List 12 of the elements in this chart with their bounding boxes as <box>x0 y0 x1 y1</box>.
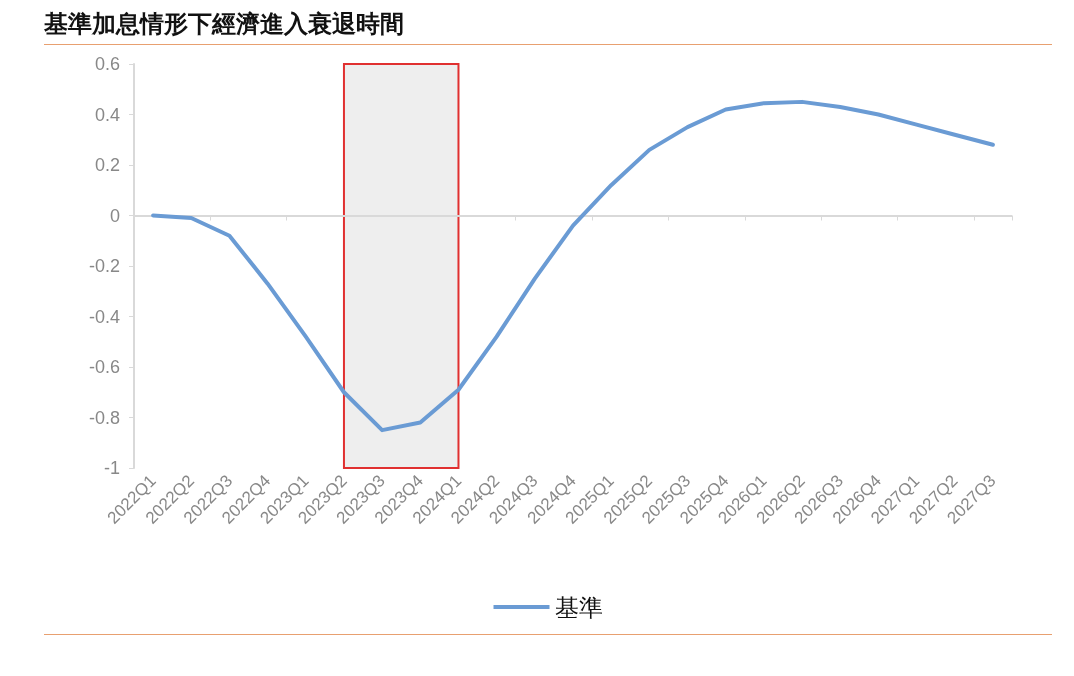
y-tick-label: 0.6 <box>94 54 120 74</box>
y-tick-label: -0.8 <box>88 407 120 428</box>
chart-title: 基準加息情形下經濟進入衰退時間 <box>44 8 1052 45</box>
y-tick-label: 0.2 <box>94 155 120 175</box>
y-tick-label: -0.2 <box>88 256 120 276</box>
y-tick-label: -0.6 <box>88 357 120 377</box>
legend-label: 基準 <box>554 593 603 621</box>
y-tick-label: -1 <box>103 458 120 478</box>
y-tick-label: -0.4 <box>88 306 120 327</box>
line-series <box>151 99 995 433</box>
y-tick-label: 0 <box>109 205 120 226</box>
y-tick-label: 0.4 <box>94 104 120 125</box>
